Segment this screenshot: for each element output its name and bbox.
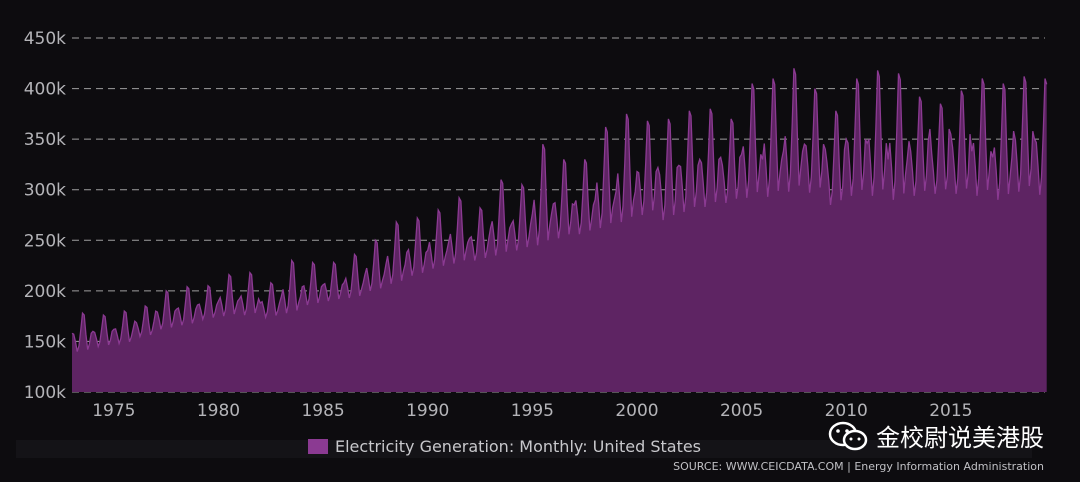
x-tick-label: 2015: [929, 401, 972, 421]
y-tick-label: 250k: [24, 231, 66, 251]
series-area-layer: [71, 68, 1048, 393]
y-tick-label: 350k: [24, 130, 66, 150]
x-tick-label: 2010: [825, 401, 868, 421]
x-axis: 1975 1980 1985 1990 1995 2000 2005 2010 2015: [92, 401, 972, 421]
x-tick-label: 1980: [197, 401, 240, 421]
legend-swatch: [308, 439, 328, 454]
y-tick-label: 100k: [24, 383, 66, 403]
y-tick-label: 150k: [24, 332, 66, 352]
y-tick-label: 300k: [24, 181, 66, 201]
wechat-icon: [828, 421, 868, 450]
y-tick-label: 450k: [24, 29, 66, 49]
watermark-text: 金校尉说美港股: [876, 424, 1044, 452]
y-tick-label: 400k: [24, 80, 66, 100]
source-note: SOURCE: WWW.CEICDATA.COM | Energy Inform…: [673, 460, 1044, 473]
x-tick-label: 1985: [301, 401, 344, 421]
x-tick-label: 2005: [720, 401, 763, 421]
x-tick-label: 1975: [92, 401, 135, 421]
watermark: 金校尉说美港股: [828, 418, 1044, 453]
y-axis: 100k 150k 200k 250k 300k 350k 400k 450k: [24, 29, 66, 403]
legend: Electricity Generation: Monthly: United …: [308, 437, 701, 456]
background-strip: [16, 440, 1032, 458]
series-line: [71, 68, 1048, 352]
x-tick-label: 1995: [511, 401, 554, 421]
x-tick-label: 2000: [615, 401, 658, 421]
series-area: [72, 68, 1047, 393]
y-tick-label: 200k: [24, 282, 66, 302]
x-tick-label: 1990: [406, 401, 449, 421]
legend-label: Electricity Generation: Monthly: United …: [335, 437, 702, 456]
